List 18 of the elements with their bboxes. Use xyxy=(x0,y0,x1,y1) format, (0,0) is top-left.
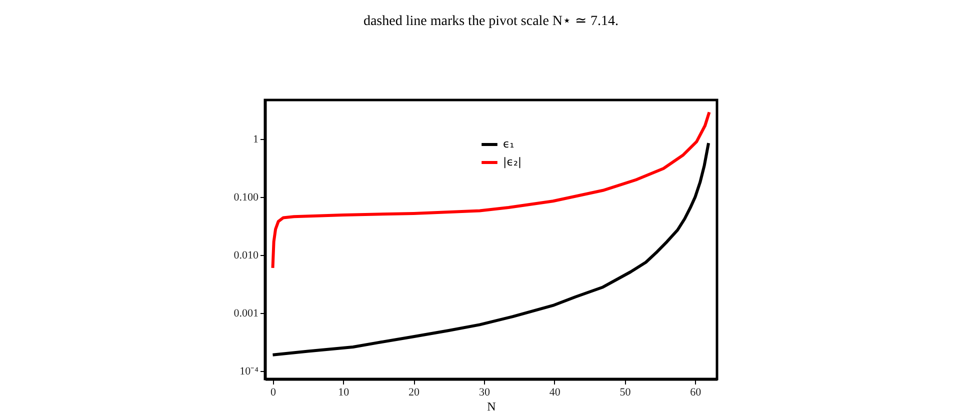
x-tick-label: 30 xyxy=(478,386,490,398)
legend-label: |ϵ₂| xyxy=(503,156,522,168)
x-tick-label: 40 xyxy=(549,386,561,398)
y-tick-label: 10⁻⁴ xyxy=(240,366,259,378)
line-series xyxy=(271,142,710,356)
x-tick-label: 0 xyxy=(270,386,276,398)
y-tick-label: 0.100 xyxy=(234,192,259,204)
x-tick-label: 60 xyxy=(690,386,702,398)
x-axis-title: N xyxy=(487,400,496,414)
y-tick-label: 0.010 xyxy=(234,250,259,262)
y-tick-label: 0.001 xyxy=(234,308,258,320)
y-tick-label: 1 xyxy=(253,133,258,146)
x-tick-label: 20 xyxy=(408,386,420,398)
text: dashed line marks the pivot scale N⋆ ≃ 7.14. xyxy=(363,14,619,29)
legend-label: ϵ₁ xyxy=(503,138,514,150)
x-tick-label: 50 xyxy=(620,386,632,398)
x-tick-label: 10 xyxy=(338,386,350,398)
line-series xyxy=(271,110,711,270)
